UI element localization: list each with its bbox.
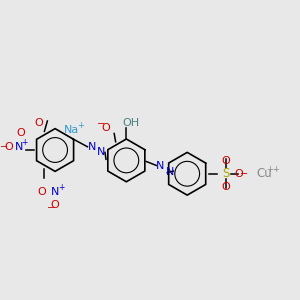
- Text: N: N: [97, 147, 105, 157]
- Text: N: N: [156, 161, 165, 171]
- Text: OH: OH: [123, 118, 140, 128]
- Text: N: N: [87, 142, 96, 152]
- Text: N: N: [51, 187, 59, 196]
- Text: O: O: [51, 200, 59, 210]
- Text: Cu: Cu: [256, 167, 272, 180]
- Text: O: O: [235, 169, 244, 179]
- Text: +: +: [58, 183, 64, 192]
- Text: N: N: [166, 167, 174, 177]
- Text: O: O: [16, 128, 25, 138]
- Text: −: −: [47, 203, 55, 214]
- Text: S: S: [222, 167, 230, 180]
- Text: −: −: [0, 142, 8, 152]
- Text: O: O: [38, 187, 46, 196]
- Text: ++: ++: [266, 165, 280, 174]
- Text: Na: Na: [64, 125, 79, 135]
- Text: O: O: [4, 142, 13, 152]
- Text: O: O: [101, 123, 110, 133]
- Text: +: +: [21, 138, 27, 147]
- Text: O: O: [221, 182, 230, 191]
- Text: O: O: [221, 156, 230, 166]
- Text: O: O: [34, 118, 43, 128]
- Text: −: −: [97, 119, 105, 129]
- Text: +: +: [77, 121, 84, 130]
- Text: N: N: [15, 142, 23, 152]
- Text: −: −: [240, 169, 248, 179]
